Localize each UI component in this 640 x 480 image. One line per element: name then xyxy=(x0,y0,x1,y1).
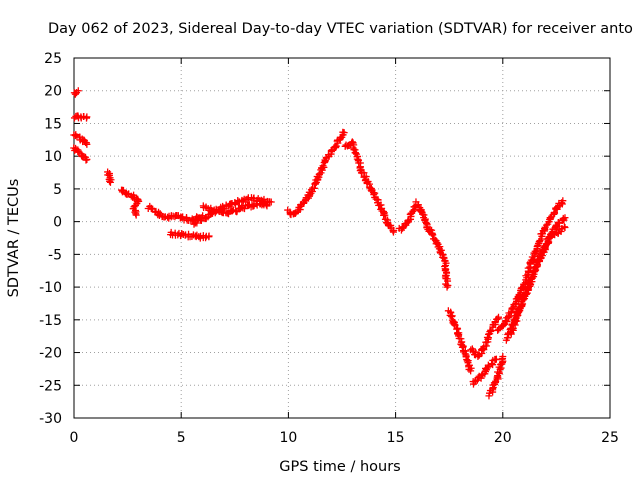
y-tick-label: 10 xyxy=(44,149,62,165)
data-point-marker xyxy=(495,313,503,321)
data-point-marker xyxy=(444,282,452,290)
data-point-marker xyxy=(178,230,186,238)
data-point-marker xyxy=(559,197,567,205)
data-point-marker xyxy=(205,232,213,240)
y-tick-label: -30 xyxy=(39,411,62,427)
data-point-marker xyxy=(488,360,496,368)
data-point-marker xyxy=(467,367,475,375)
plot-frame xyxy=(73,57,611,419)
data-point-marker xyxy=(561,214,569,222)
data-point-marker xyxy=(486,328,494,336)
y-tick-label: -10 xyxy=(39,280,62,296)
data-point-marker xyxy=(259,200,267,208)
axis-ticks: 0 5 10 15 20 25 25 20 15 10 5 0 -5 -10 -15 -20 -25 -30 xyxy=(39,51,619,446)
x-axis-label: GPS time / hours xyxy=(279,459,400,475)
data-point-marker xyxy=(448,313,456,321)
y-tick-label: 5 xyxy=(53,182,62,198)
x-tick-label: 10 xyxy=(279,430,297,446)
data-point-marker xyxy=(433,239,441,247)
data-point-marker xyxy=(512,316,520,324)
data-point-marker xyxy=(419,210,427,218)
data-point-marker xyxy=(332,142,340,150)
data-point-marker xyxy=(458,343,466,351)
data-point-marker xyxy=(389,228,397,236)
grid-lines xyxy=(74,58,610,418)
data-point-marker xyxy=(121,189,129,197)
y-tick-label: 25 xyxy=(44,51,62,67)
data-point-marker xyxy=(530,268,538,276)
data-point-marker xyxy=(463,357,471,365)
data-point-marker xyxy=(134,196,142,204)
data-point-marker xyxy=(351,149,359,157)
x-tick-label: 5 xyxy=(177,430,186,446)
data-point-marker xyxy=(450,320,458,328)
data-point-marker xyxy=(83,155,91,163)
x-tick-label: 20 xyxy=(494,430,512,446)
data-point-marker xyxy=(443,283,451,291)
data-point-marker xyxy=(105,177,113,185)
data-point-marker xyxy=(82,156,90,164)
data-point-marker xyxy=(83,113,91,121)
data-point-marker xyxy=(499,352,507,360)
data-point-marker xyxy=(552,204,560,212)
data-point-marker xyxy=(478,371,486,379)
data-point-marker xyxy=(499,321,507,329)
data-point-marker xyxy=(147,204,155,212)
data-point-marker xyxy=(319,162,327,170)
x-tick-label: 0 xyxy=(70,430,79,446)
data-point-marker xyxy=(536,237,544,245)
data-point-marker xyxy=(520,291,528,299)
data-point-marker xyxy=(353,155,361,163)
y-tick-label: 0 xyxy=(53,215,62,231)
data-point-marker xyxy=(463,356,471,364)
data-point-marker xyxy=(71,132,79,140)
x-tick-label: 25 xyxy=(601,430,619,446)
data-point-marker xyxy=(267,198,275,206)
y-tick-label: 20 xyxy=(44,84,62,100)
data-point-marker xyxy=(340,129,348,137)
data-point-marker xyxy=(83,140,91,148)
data-point-marker xyxy=(429,231,437,239)
data-point-marker xyxy=(263,202,271,210)
y-axis-label: SDTVAR / TECUs xyxy=(6,179,22,298)
data-point-marker xyxy=(106,178,114,186)
y-tick-label: -20 xyxy=(39,346,62,362)
x-tick-label: 15 xyxy=(387,430,405,446)
data-points xyxy=(70,87,569,400)
chart-title: Day 062 of 2023, Sidereal Day-to-day VTE… xyxy=(48,21,633,37)
y-tick-label: -25 xyxy=(39,378,62,394)
y-tick-label: -15 xyxy=(39,313,62,329)
data-point-marker xyxy=(74,87,82,95)
y-tick-label: -5 xyxy=(48,247,62,263)
data-point-marker xyxy=(132,211,140,219)
data-point-marker xyxy=(561,224,569,232)
y-tick-label: 15 xyxy=(44,116,62,132)
